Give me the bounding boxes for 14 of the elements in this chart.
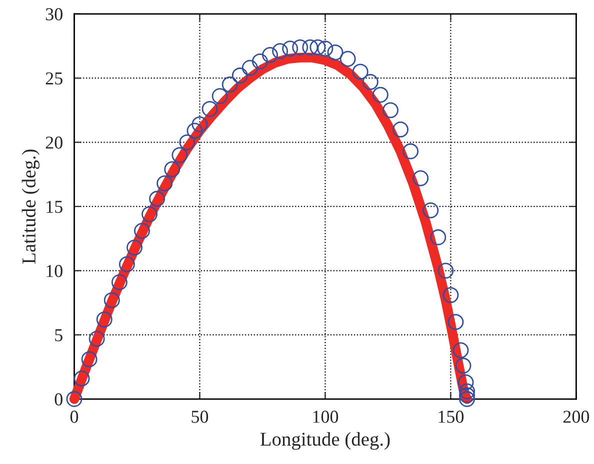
x-tick-label: 50	[192, 410, 208, 423]
x-tick-label: 100	[313, 410, 338, 423]
y-axis-title: Latitude (deg.)	[22, 150, 40, 264]
y-tick-label: 0	[54, 393, 62, 406]
x-axis-title: Longitude (deg.)	[260, 432, 390, 450]
y-tick-label: 20	[46, 136, 62, 149]
x-tick-label: 200	[563, 410, 590, 423]
x-tick-label: 0	[70, 410, 78, 423]
y-tick-label: 25	[46, 72, 62, 85]
x-tick-label: 150	[438, 410, 464, 423]
y-tick-label: 5	[55, 329, 62, 342]
y-tick-label: 10	[46, 264, 62, 278]
y-tick-label: 15	[46, 200, 62, 213]
y-tick-label: 30	[46, 8, 62, 20]
